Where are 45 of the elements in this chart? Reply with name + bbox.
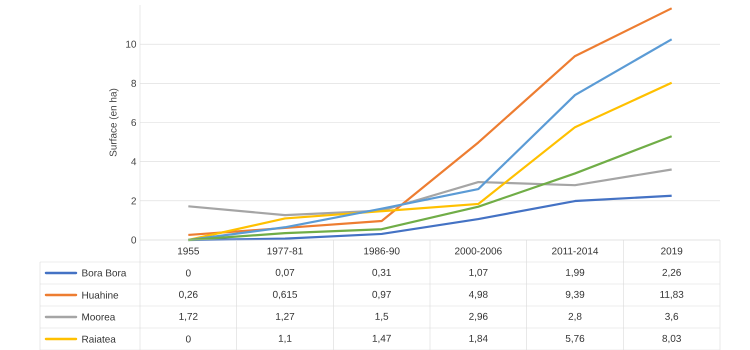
x-tick-label: 1977-81 xyxy=(267,247,303,255)
y-tick-label: 10 xyxy=(126,40,136,48)
x-tick-label: 1955 xyxy=(178,247,199,255)
y-axis-title: Surface (en ha) xyxy=(109,88,119,156)
data-label: 4,98 xyxy=(468,290,488,300)
data-label: 8,03 xyxy=(662,334,681,344)
line-series xyxy=(187,168,673,216)
data-label: 1,72 xyxy=(179,312,198,322)
data-label: 1,1 xyxy=(278,334,292,344)
data-label: 0 xyxy=(186,335,191,343)
x-tick-label: 2011-2014 xyxy=(552,247,598,255)
data-label: 0,615 xyxy=(272,290,298,300)
data-label: 3,6 xyxy=(665,312,678,322)
y-tick-label: 2 xyxy=(131,197,136,204)
data-label: 1,5 xyxy=(376,312,388,322)
legend-label: Moorea xyxy=(82,314,116,320)
data-label: 2,8 xyxy=(568,312,582,322)
x-tick-label: 2019 xyxy=(661,247,682,255)
x-tick-label: 1986-90 xyxy=(364,247,400,255)
legend-label: Raiatea xyxy=(82,335,116,343)
data-label: 1,07 xyxy=(469,268,488,278)
data-label: 1,47 xyxy=(372,334,391,344)
data-label: 0,31 xyxy=(372,268,391,278)
data-label: 2,26 xyxy=(662,268,681,278)
y-tick-label: 6 xyxy=(131,118,136,126)
data-label: 9,39 xyxy=(566,290,584,300)
line-series xyxy=(187,7,673,236)
data-label: 0 xyxy=(186,269,191,277)
y-tick-label: 4 xyxy=(131,158,136,166)
data-label: 2,96 xyxy=(469,312,488,322)
data-label: 0,07 xyxy=(276,268,294,278)
legend-label: Bora Bora xyxy=(82,270,126,276)
data-label: 1,27 xyxy=(276,312,294,322)
data-label: 1,99 xyxy=(566,268,584,278)
data-label: 0,26 xyxy=(179,290,198,300)
data-label: 5,76 xyxy=(566,334,584,344)
x-tick-label: 2000-2006 xyxy=(455,247,502,255)
legend-label: Huahine xyxy=(82,291,118,299)
line-series xyxy=(187,38,673,242)
y-tick-label: 0 xyxy=(131,236,136,244)
data-label: 1,84 xyxy=(469,334,488,344)
data-label: 0,97 xyxy=(372,290,391,300)
line-series xyxy=(187,135,673,242)
data-label: 11,83 xyxy=(660,290,684,300)
y-tick-label: 8 xyxy=(131,80,136,87)
